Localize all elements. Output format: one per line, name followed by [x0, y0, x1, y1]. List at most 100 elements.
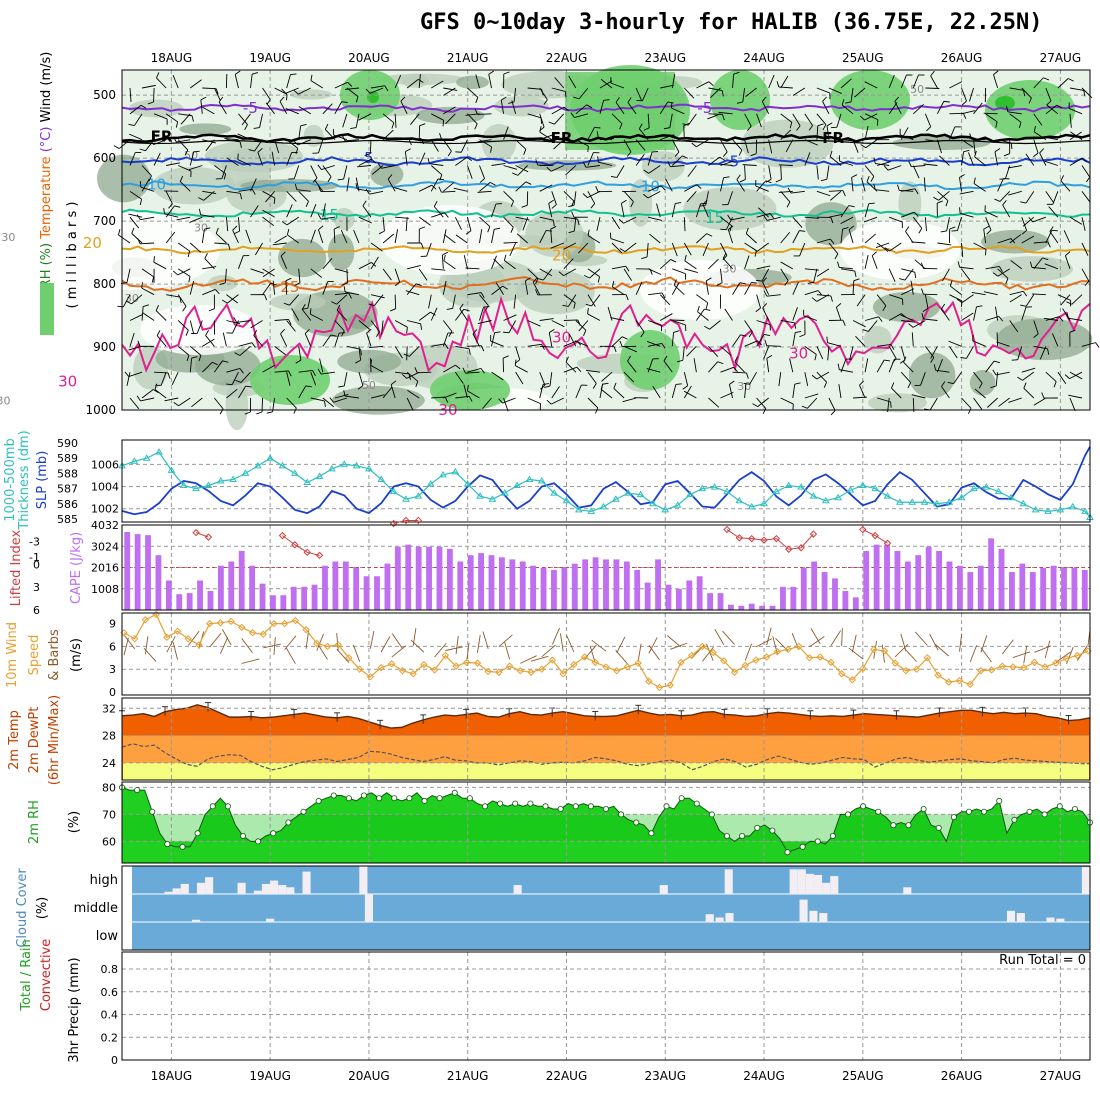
pressure-tick-label: 1000 [85, 403, 116, 417]
wind-barb [950, 285, 962, 296]
wind-barb [503, 165, 518, 170]
moist-patch [710, 70, 770, 130]
wind-barb-flag [621, 199, 627, 204]
wind-barb [394, 346, 403, 359]
rh-point [330, 792, 337, 799]
cape-bar [478, 553, 485, 610]
wind-barb-flag [1033, 333, 1039, 338]
wind-barb [745, 87, 757, 98]
wind-barb-flag [619, 248, 626, 252]
wind-barb-flag [841, 99, 845, 106]
wind-barb [852, 139, 859, 153]
wind-barb-flag [727, 214, 732, 221]
rh-patch [303, 124, 324, 147]
wind-barb [912, 74, 919, 89]
wind-barb [724, 308, 733, 321]
wind-barb-flag [466, 384, 469, 391]
wind-panel-frame [121, 612, 1091, 696]
wind-barb [686, 191, 697, 203]
cape-bar [655, 559, 661, 610]
isotherm-label: 5 [364, 149, 374, 167]
wind-barb-flag [186, 355, 190, 362]
thickness-point [858, 481, 867, 489]
wind-barb [442, 229, 447, 244]
wind-barb-flag [317, 213, 322, 220]
wind-barb-flag [281, 221, 288, 226]
isotherm-line [121, 276, 1091, 292]
rh-patch [278, 238, 327, 278]
precip-tick-label: 0 [111, 1054, 118, 1067]
wind-speed-point [955, 676, 964, 685]
rh-patch [863, 325, 892, 354]
thickness-point [1056, 505, 1065, 513]
wind-barb-flag [239, 141, 242, 148]
wind-barb [600, 78, 613, 89]
wind-barb [725, 216, 733, 230]
wind-barb [129, 216, 140, 229]
wind-barb-flag [920, 262, 924, 269]
wind-barb [924, 217, 927, 232]
precip-tick-label: 0.6 [101, 986, 119, 999]
wind-barb-flag [583, 330, 587, 337]
wind-barb-10m [1023, 645, 1028, 664]
wind-barb [984, 210, 998, 218]
high-cloud-gap [253, 890, 262, 894]
wind-barb [165, 231, 176, 244]
rh-ylabel-unit: (%) [67, 811, 82, 834]
wind-barb [565, 165, 577, 176]
rh-point [1026, 808, 1033, 815]
thickness-point [488, 495, 497, 502]
wind-barb [262, 209, 275, 218]
wind-barb [129, 397, 140, 410]
rh-point [633, 819, 640, 826]
wind-barb [720, 268, 723, 283]
wind-barb [911, 332, 914, 347]
wind-barb-flag [837, 363, 840, 370]
rh-point [587, 803, 594, 810]
wind-barb [381, 320, 384, 335]
wind-barb [996, 341, 1010, 347]
wind-barb [129, 87, 132, 102]
slp-ylabel: SLP (mb) [35, 451, 50, 510]
wind-speed-point [902, 667, 910, 675]
wind-barb-flag [305, 385, 312, 388]
wind-barb-flag [205, 330, 209, 336]
wind-barb-flag [799, 230, 806, 232]
wind-barb [441, 254, 444, 269]
wind-barb [974, 388, 986, 399]
rh-tick-label: 80 [102, 781, 116, 794]
wind-barb-flag [419, 123, 426, 127]
wind-barb [296, 189, 311, 192]
wind-barb [1045, 87, 1052, 102]
wind-barb-10m [284, 635, 297, 650]
wind-barb [1007, 165, 1022, 169]
thickness-tick-label: 588 [57, 467, 78, 480]
wind-barb [641, 87, 649, 101]
rh-point [890, 822, 897, 829]
wind-barb-flag [568, 230, 575, 234]
wind-barb [961, 110, 976, 115]
wind-barb [804, 113, 813, 126]
lifted-index-point [723, 525, 731, 534]
middle-cloud-gap [1006, 910, 1016, 922]
wind-speed-point [345, 654, 353, 662]
wind-barb [573, 191, 577, 206]
wind-barb-flag [640, 331, 645, 338]
thickness-point [920, 498, 929, 505]
wind-barb [1068, 317, 1083, 321]
wind-barb [756, 113, 762, 128]
wind-barb-flag [757, 340, 762, 346]
rh-point [693, 800, 700, 807]
wind-barb-10m [530, 655, 549, 662]
moist-core [995, 96, 1015, 110]
wind-barb [973, 397, 983, 410]
wind-barb [707, 113, 721, 120]
thickness-tick-label: 585 [57, 513, 78, 526]
wind-barb [816, 190, 831, 197]
wind-barb-flag [1047, 241, 1051, 248]
wind-barb-10m [702, 646, 714, 662]
wind-barb [504, 260, 516, 270]
wind-barb [441, 190, 456, 193]
wind-barb-flag [280, 251, 286, 257]
thickness-point [574, 505, 583, 513]
